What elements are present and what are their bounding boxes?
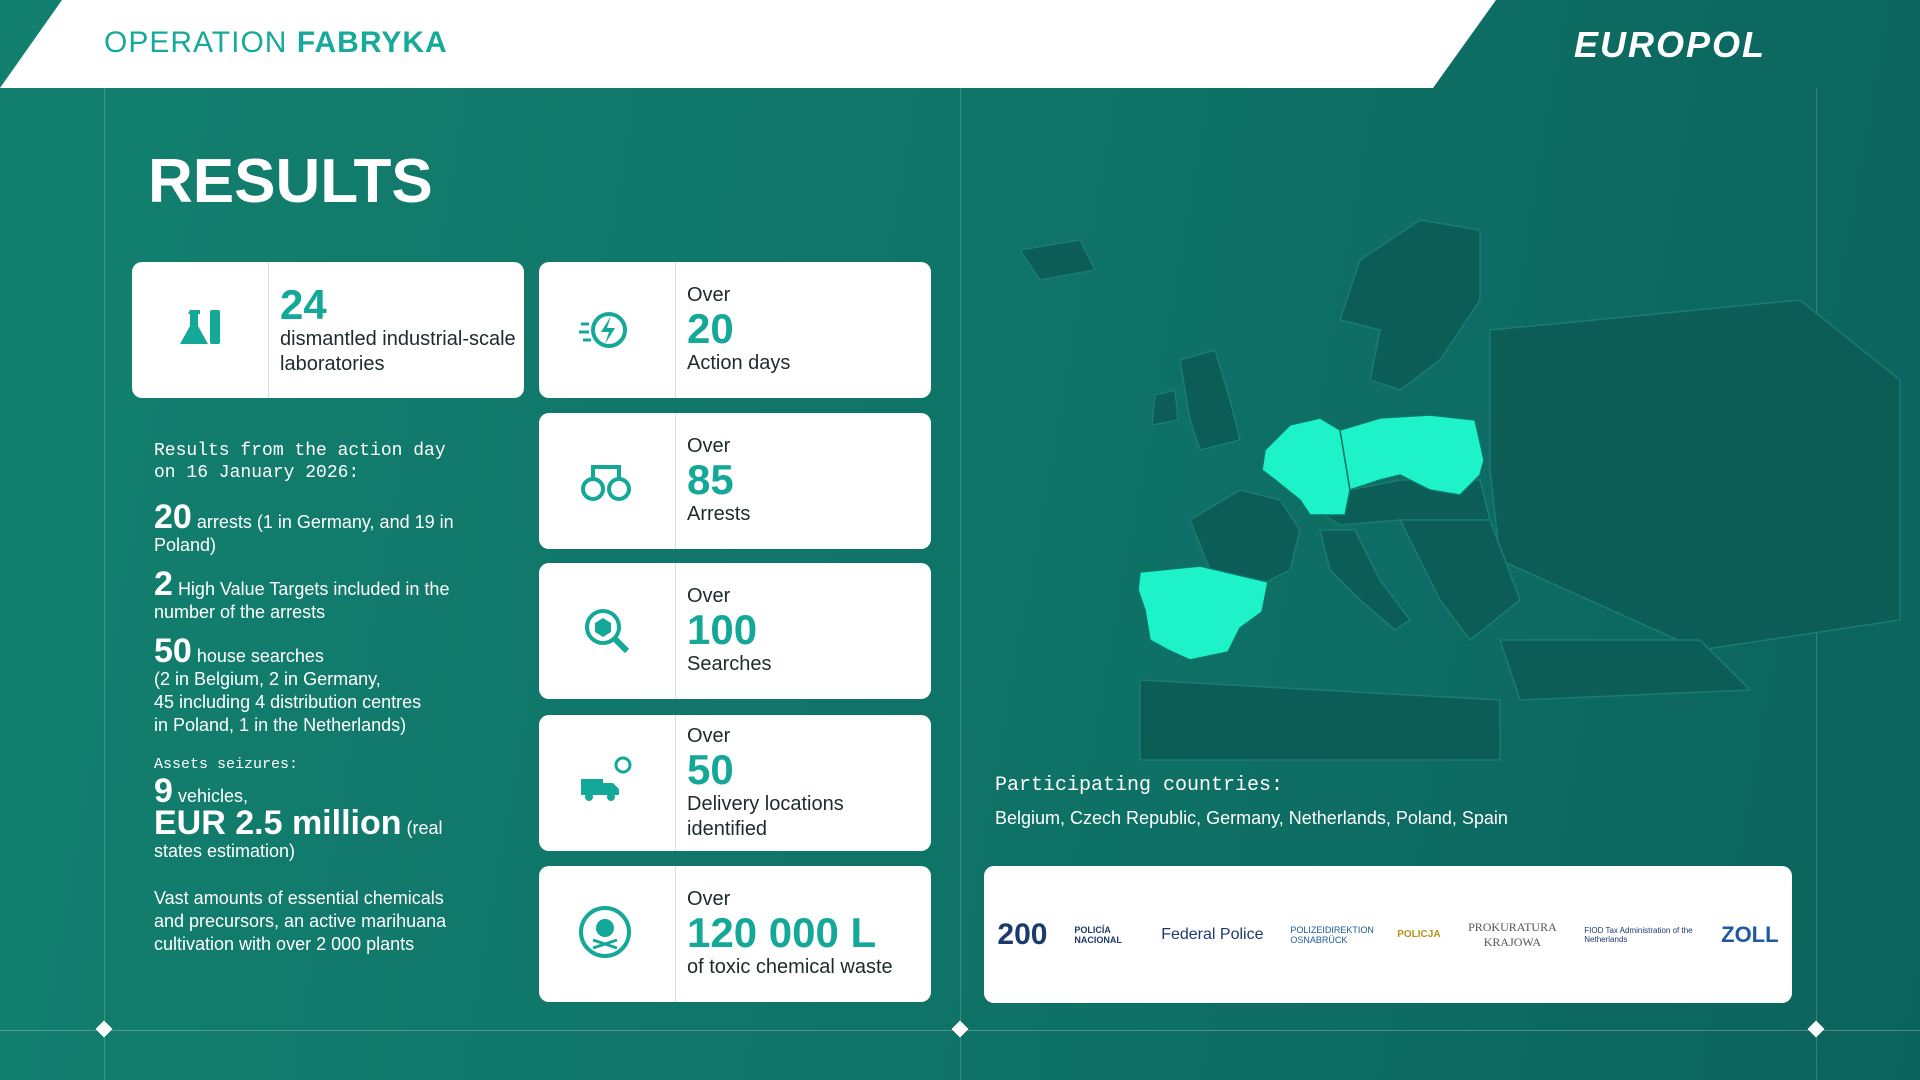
operation-name: FABRYKA (296, 26, 448, 59)
assets-heading: Assets seizures: (154, 756, 299, 773)
stat-card: Over 50 Delivery locations identified (539, 715, 931, 851)
icon (585, 609, 630, 654)
icon-box (539, 866, 676, 1002)
partner-logo: POLICÍA NACIONAL (1074, 924, 1122, 945)
stat-number: 20 (687, 305, 734, 352)
qualifier: Over (687, 888, 731, 910)
stat-text: Over 50 Delivery locations identified (676, 715, 927, 851)
diamond (95, 1020, 113, 1038)
qualifier: Over (687, 284, 731, 306)
stat-text: Over 100 Searches (676, 563, 772, 699)
item-number: 50 (154, 632, 192, 670)
participating-heading: Participating countries: (995, 774, 1284, 797)
icon (581, 756, 632, 801)
stat-label: of toxic chemical waste (687, 956, 893, 978)
stat-card: 24 dismantled industrial-scale laboratori… (132, 262, 524, 398)
operation: OPERATION (104, 26, 288, 59)
partner-logo: POLIZEIDIREKTION OSNABRÜCK (1290, 924, 1374, 945)
stat-number: 50 (687, 745, 734, 793)
stat-number: 85 (687, 456, 734, 503)
stat-label: Searches (687, 653, 772, 675)
stat-label: Arrests (687, 503, 751, 525)
qualifier: Over (687, 724, 731, 747)
action-day: Results from the action day on 16 Januar… (154, 440, 474, 956)
partner-logo: PROKURATURA KRAJOWA (1468, 919, 1557, 949)
result-item: 20 arrests (1 in Germany, and 19 in Pola… (154, 500, 474, 557)
result-item: 50 house searches (2 in Belgium, 2 in Ger… (154, 634, 474, 737)
diamond (1807, 1020, 1825, 1038)
asset-text: vehicles, (177, 786, 248, 806)
item-number: 20 (154, 498, 192, 536)
stat-card: Over 100 Searches (539, 563, 931, 699)
stat-label: Delivery locations identified (687, 792, 844, 840)
icon-box (132, 262, 269, 398)
countries: Belgium, Czech Republic, Germany, Nether… (995, 808, 1508, 828)
partner-logo: 200 (997, 917, 1048, 951)
qualifier: Over (687, 435, 731, 457)
map (1018, 219, 1901, 761)
header-band (0, 0, 1496, 88)
stat-number: 120 000 L (687, 909, 877, 956)
icon-box (539, 413, 676, 549)
note: Vast amounts of essential chemicals and … (154, 888, 447, 954)
icon-box (539, 715, 676, 851)
item-text: High Value Targets included in the numbe… (154, 579, 450, 622)
partner-logo: FIOD Tax Administration of the Netherlan… (1584, 925, 1693, 944)
icon (180, 310, 220, 344)
item-number: 2 (154, 565, 173, 603)
item-text: arrests (1 in Germany, and 19 in Poland) (154, 512, 454, 555)
icon (579, 906, 631, 958)
heading: Results from the action day on 16 Januar… (154, 441, 446, 483)
stat-text: Over 20 Action days (676, 262, 790, 398)
stat-number: 24 (280, 281, 327, 328)
partner-logo: Federal Police (1161, 925, 1264, 943)
asset-number: 9 (154, 772, 173, 810)
diamond (951, 1020, 969, 1038)
partner-logo: POLICJA (1397, 929, 1441, 940)
logos: 200 POLICÍA NACIONAL Federal Police POLIZEI… (984, 866, 1792, 1003)
items: 20 arrests (1 in Germany, and 19 in Pola… (154, 500, 474, 737)
item-text: house searches (196, 646, 324, 666)
divider (104, 88, 105, 1080)
asset-number: EUR 2.5 million (154, 804, 402, 842)
header-title: OPERATION FABRYKA (104, 26, 448, 60)
item-detail: (2 in Belgium, 2 in Germany, (154, 669, 381, 689)
item-detail: in Poland, 1 in the Netherlands) (154, 715, 407, 735)
item-detail: 45 including 4 distribution centres (154, 692, 422, 712)
assets: 9 vehicles, EUR 2.5 million (real states … (154, 774, 474, 863)
icon-box (539, 262, 676, 398)
stat-text: Over 85 Arrests (676, 413, 750, 549)
stat-card: Over 85 Arrests (539, 413, 931, 549)
logo: EUROPOL (1574, 24, 1767, 65)
icon-box (539, 563, 676, 699)
asset-text: (real states estimation) (154, 818, 443, 861)
divider (960, 88, 961, 1080)
qualifier: Over (687, 585, 731, 607)
asset-item: EUR 2.5 million (real states estimation) (154, 806, 474, 863)
icon (579, 312, 627, 348)
stat-label: Action days (687, 352, 791, 374)
stat-text: 24 dismantled industrial-scale laboratori… (269, 262, 520, 398)
icon (581, 465, 631, 501)
stat-number: 100 (687, 606, 758, 653)
result-item: 2 High Value Targets included in the num… (154, 567, 474, 624)
asset-item: 9 vehicles, (154, 774, 474, 808)
title: RESULTS (148, 147, 433, 216)
stat-label: dismantled industrial-scale laboratories (280, 328, 516, 375)
stat-card: Over 20 Action days (539, 262, 931, 398)
partner-logo: ZOLL (1721, 921, 1779, 947)
